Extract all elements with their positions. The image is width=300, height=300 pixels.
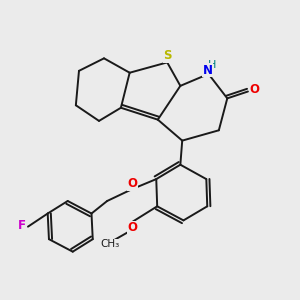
Text: N: N [203,64,213,77]
Text: S: S [164,49,172,62]
Text: H: H [208,60,216,70]
Text: CH₃: CH₃ [100,239,120,250]
Text: O: O [128,177,138,190]
Text: O: O [250,83,260,96]
Text: O: O [128,221,138,234]
Text: F: F [18,219,26,232]
